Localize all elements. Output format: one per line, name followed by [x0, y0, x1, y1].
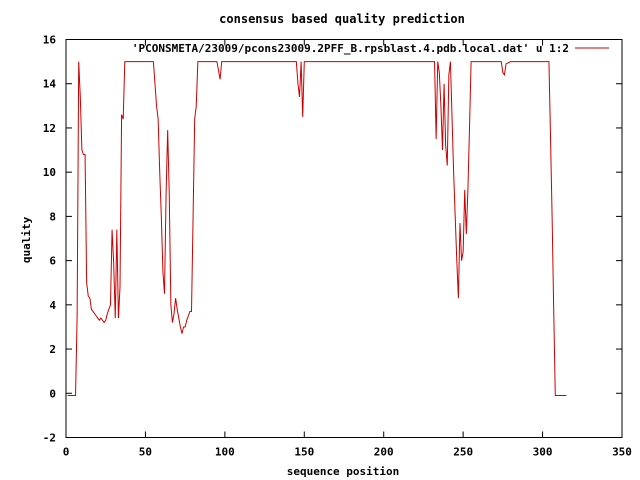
y-tick-label: 4 [49, 299, 56, 312]
legend-label: 'PCONSMETA/23009/pcons23009.2PFF_B.rpsbl… [132, 42, 569, 55]
x-tick-label: 50 [139, 446, 152, 459]
y-tick-label: 16 [43, 34, 57, 47]
x-tick-label: 300 [533, 446, 553, 459]
chart-title: consensus based quality prediction [219, 12, 465, 26]
x-tick-label: 250 [453, 446, 473, 459]
y-tick-label: 12 [43, 122, 56, 135]
y-tick-label: 14 [43, 78, 57, 91]
x-axis-ticks: 0 50 100 150 200 250 300 350 [63, 39, 632, 459]
x-tick-label: 150 [294, 446, 314, 459]
series-line [67, 61, 567, 396]
x-tick-label: 0 [63, 446, 70, 459]
legend: 'PCONSMETA/23009/pcons23009.2PFF_B.rpsbl… [132, 42, 609, 55]
y-tick-label: 6 [49, 255, 56, 268]
plot-frame [65, 39, 623, 438]
y-tick-label: 0 [49, 387, 56, 400]
x-tick-label: 350 [612, 446, 632, 459]
y-tick-label: 2 [49, 343, 56, 356]
x-tick-label: 100 [215, 446, 235, 459]
x-tick-label: 200 [374, 446, 394, 459]
x-axis-label: sequence position [287, 465, 400, 478]
y-axis-ticks: -2 0 2 4 6 8 10 12 14 16 [43, 34, 622, 445]
y-tick-label: 8 [49, 210, 56, 223]
y-tick-label: -2 [43, 432, 56, 445]
y-tick-label: 10 [43, 166, 56, 179]
y-axis-label: quality [20, 216, 33, 263]
